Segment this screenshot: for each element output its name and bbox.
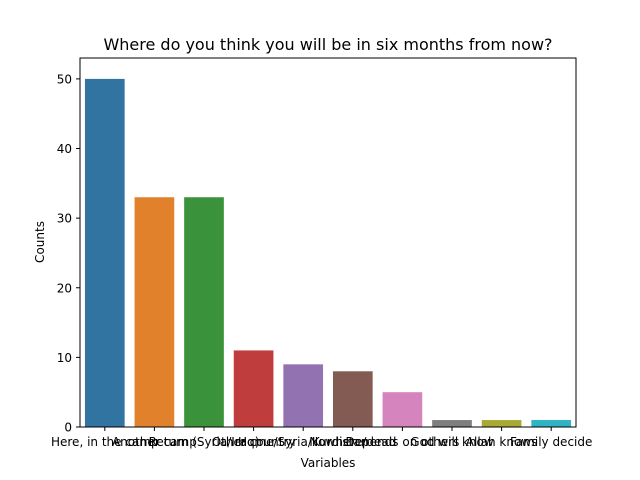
y-tick-label-3: 30 — [57, 212, 72, 226]
bar-9 — [531, 420, 572, 427]
x-tick-label-3: Other country — [212, 435, 296, 449]
bar-7 — [432, 420, 472, 427]
chart-title: Where do you think you will be in six mo… — [103, 35, 552, 54]
x-tick-label-2: Return (Syria/Iraq) — [149, 435, 260, 449]
y-tick-label-4: 40 — [57, 142, 72, 156]
x-tick-label-8: Allah knows — [466, 435, 538, 449]
bar-2 — [184, 197, 224, 427]
bars-layer — [84, 78, 572, 428]
bar-4 — [283, 364, 324, 427]
bar-0 — [84, 78, 125, 428]
y-tick-label-5: 50 — [57, 72, 72, 86]
bar-6 — [382, 392, 423, 427]
y-tick-label-0: 0 — [64, 421, 72, 435]
y-tick-label-1: 10 — [57, 351, 72, 365]
y-axis-label: Counts — [33, 221, 47, 263]
plot-frame — [79, 57, 577, 428]
x-tick-label-1: Another camp — [112, 435, 197, 449]
x-tick-label-0: Here, in the camp — [51, 435, 159, 449]
x-tick-label-9: Family decide — [510, 435, 592, 449]
x-tick-label-4: Home/Syria/Kurdistan — [238, 435, 368, 449]
bar-8 — [481, 420, 522, 427]
bar-3 — [233, 350, 274, 427]
bar-1 — [134, 197, 175, 427]
x-tick-label-7: God will know — [410, 435, 494, 449]
y-ticks: 0 10 20 30 40 50 — [57, 72, 80, 435]
x-tick-label-6: Depends on others — [345, 435, 459, 449]
x-axis-label: Variables — [301, 456, 356, 470]
bar-5 — [332, 371, 373, 427]
y-tick-label-2: 20 — [57, 281, 72, 295]
x-tick-label-5: Nowhere/dead — [309, 435, 396, 449]
